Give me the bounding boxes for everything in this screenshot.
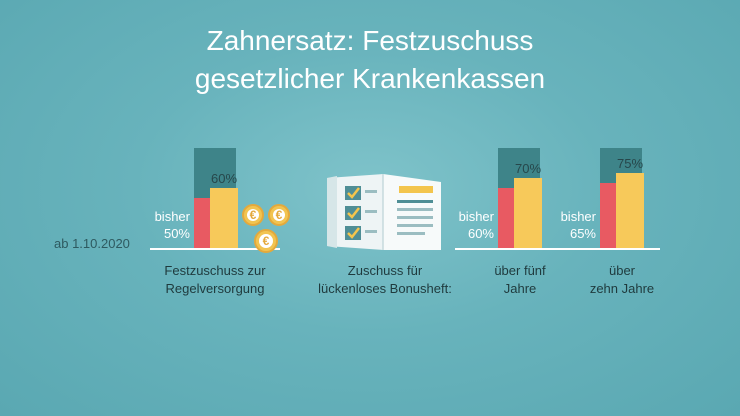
caption-line: Jahre (503, 281, 537, 296)
title-line-2: gesetzlicher Krankenkassen (194, 63, 546, 94)
caption-line: zehn Jahre (589, 281, 655, 296)
old-value-label-line: 60% (467, 226, 494, 241)
old-value-label-line: bisher (560, 209, 596, 224)
date-label: ab 1.10.2020 (54, 236, 130, 251)
new-value-label-3: 75% (616, 156, 644, 171)
new-value-label-2: 70% (514, 161, 542, 176)
old-value-label-2: bisher 60% (444, 208, 494, 242)
bonus-booklet-icon (327, 174, 441, 250)
old-value-label-line: 65% (569, 226, 596, 241)
caption-line: Zuschuss für (347, 263, 423, 278)
baseline-left (150, 248, 280, 250)
caption-group-3: über zehn Jahre (572, 262, 672, 298)
euro-coin-icon: € (242, 204, 264, 226)
caption-line: lückenloses Bonusheft: (318, 281, 452, 296)
euro-coin-icon: € (254, 229, 278, 253)
old-value-label-line: bisher (458, 209, 494, 224)
title-line-1: Zahnersatz: Festzuschuss (206, 25, 534, 56)
bar-new-1 (210, 188, 238, 248)
caption-group-1: Festzuschuss zur Regelversorgung (140, 262, 290, 298)
caption-bonusheft: Zuschuss für lückenloses Bonusheft: (310, 262, 460, 298)
old-value-label-line: bisher (154, 209, 190, 224)
caption-line: Festzuschuss zur (164, 263, 266, 278)
old-value-label-3: bisher 65% (546, 208, 596, 242)
caption-line: über fünf (494, 263, 546, 278)
old-value-label-1: bisher 50% (140, 208, 190, 242)
caption-line: über (608, 263, 636, 278)
chart-title: Zahnersatz: Festzuschuss gesetzlicher Kr… (0, 22, 740, 98)
old-value-label-line: 50% (163, 226, 190, 241)
euro-coin-icon: € (268, 204, 290, 226)
baseline-right (455, 248, 660, 250)
caption-group-2: über fünf Jahre (470, 262, 570, 298)
bar-new-3 (616, 173, 644, 248)
new-value-label-1: 60% (210, 171, 238, 186)
caption-line: Regelversorgung (165, 281, 265, 296)
bar-new-2 (514, 178, 542, 248)
